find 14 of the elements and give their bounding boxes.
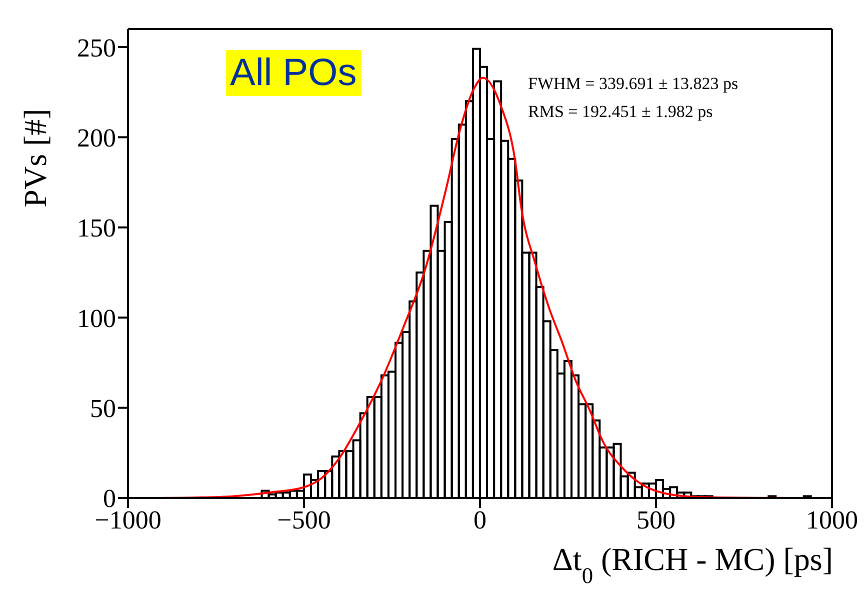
x-tick-label: −500 xyxy=(277,505,331,534)
y-tick-label: 100 xyxy=(77,304,116,333)
x-axis-title: Δt$_{0}$ (RICH - MC) [ps] xyxy=(552,541,833,588)
y-tick-label: 250 xyxy=(77,33,116,62)
x-tick-label: 0 xyxy=(474,505,486,534)
x-tick-label: 500 xyxy=(636,505,676,534)
text: All POs xyxy=(226,50,361,96)
y-axis-title: PVs [#] xyxy=(17,108,53,208)
y-tick-label: 200 xyxy=(77,123,116,152)
annotation: FWHM = 339.691 ± 13.823 ps xyxy=(528,73,738,95)
x-tick-label: 1000 xyxy=(806,505,858,534)
y-tick-label: 50 xyxy=(90,394,116,424)
annotation: RMS = 192.451 ± 1.982 ps xyxy=(528,101,714,123)
y-tick-label: 150 xyxy=(77,214,116,243)
